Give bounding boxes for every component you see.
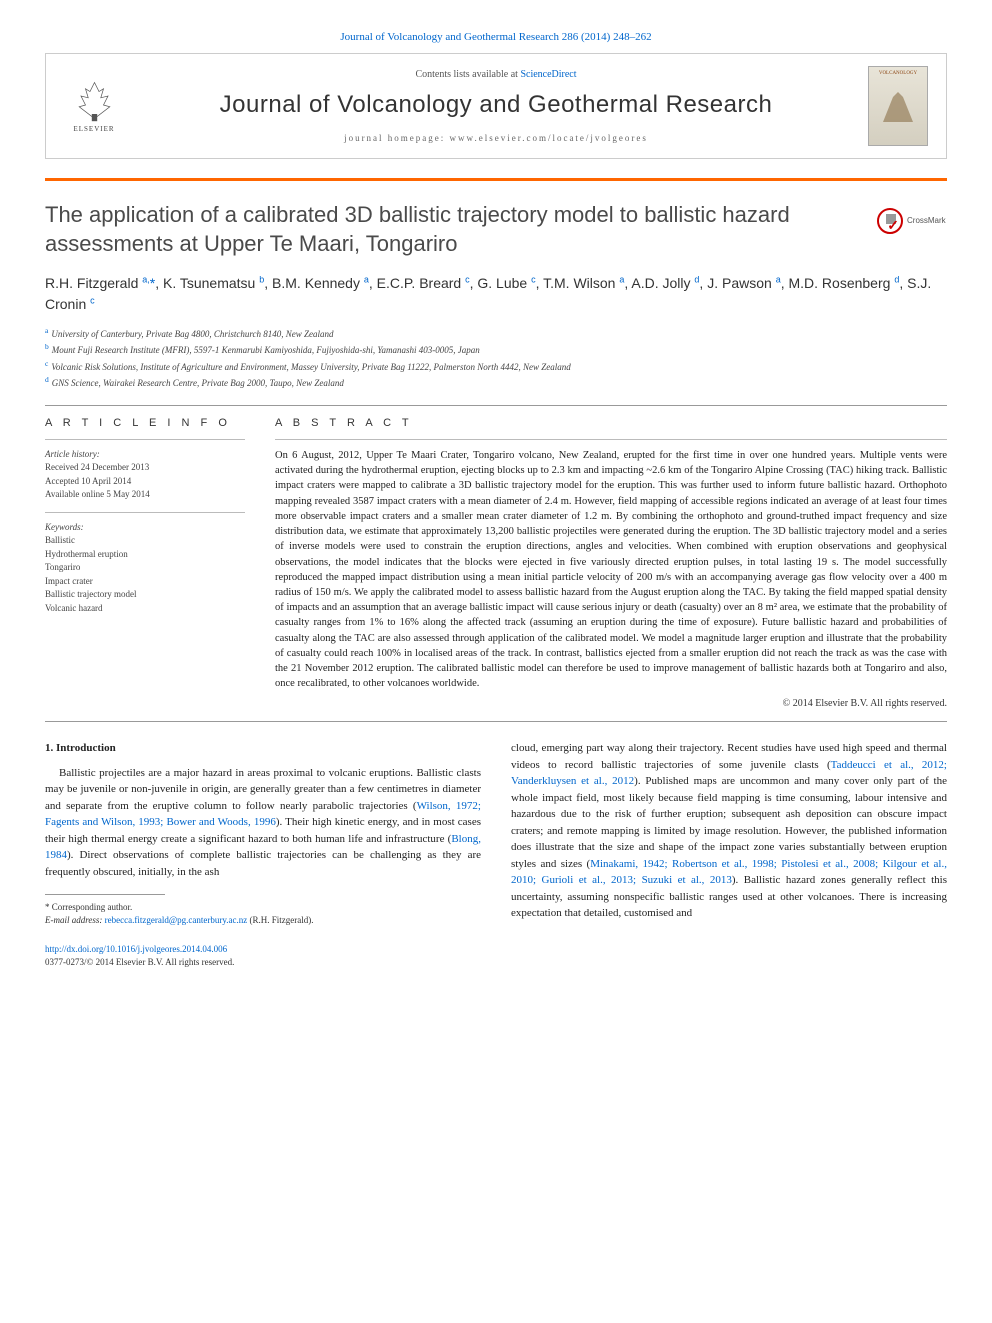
email-line: E-mail address: rebecca.fitzgerald@pg.ca… [45,914,481,927]
corr-author-label: * Corresponding author. [45,901,481,914]
divider [45,405,947,406]
affiliation-item: bMount Fuji Research Institute (MFRI), 5… [45,341,947,358]
keywords-label: Keywords: [45,521,245,535]
info-divider [45,439,245,440]
section-heading: 1. Introduction [45,740,481,757]
history-label: Article history: [45,448,245,462]
footnote-divider [45,894,165,895]
abstract-column: A B S T R A C T On 6 August, 2012, Upper… [275,416,947,712]
orange-accent-bar [45,178,947,181]
email-suffix: (R.H. Fitzgerald). [247,915,313,925]
contents-line: Contents lists available at ScienceDirec… [124,68,868,82]
email-link[interactable]: rebecca.fitzgerald@pg.canterbury.ac.nz [105,915,248,925]
article-title: The application of a calibrated 3D balli… [45,201,947,258]
keyword-item: Hydrothermal eruption [45,548,245,562]
cover-volcano-icon [873,77,923,127]
text-span: Ballistic projectiles are a major hazard… [45,767,481,812]
title-text: The application of a calibrated 3D balli… [45,202,790,256]
divider [45,721,947,722]
elsevier-label: ELSEVIER [73,125,114,135]
affiliation-item: aUniversity of Canterbury, Private Bag 4… [45,325,947,342]
journal-cover-thumbnail: VOLCANOLOGY [868,66,928,146]
keyword-item: Tongariro [45,561,245,575]
body-paragraph: cloud, emerging part way along their tra… [511,740,947,922]
info-divider [45,512,245,513]
journal-name: Journal of Volcanology and Geothermal Re… [124,88,868,122]
affiliation-item: dGNS Science, Wairakei Research Centre, … [45,374,947,391]
header-center: Contents lists available at ScienceDirec… [124,68,868,144]
homepage-prefix: journal homepage: [344,133,449,143]
online-date: Available online 5 May 2014 [45,488,245,502]
email-label: E-mail address: [45,915,105,925]
journal-header-box: ELSEVIER Contents lists available at Sci… [45,53,947,159]
corresponding-author-footnote: * Corresponding author. E-mail address: … [45,901,481,926]
crossmark-icon [877,208,903,234]
text-span: ). Direct observations of complete balli… [45,849,481,878]
body-column-left: 1. Introduction Ballistic projectiles ar… [45,740,481,969]
doi-link[interactable]: http://dx.doi.org/10.1016/j.jvolgeores.2… [45,944,227,954]
info-abstract-row: A R T I C L E I N F O Article history: R… [45,416,947,712]
contents-prefix: Contents lists available at [415,69,520,80]
article-info-heading: A R T I C L E I N F O [45,416,245,431]
citation-header: Journal of Volcanology and Geothermal Re… [45,30,947,45]
homepage-url: www.elsevier.com/locate/jvolgeores [450,133,648,143]
article-history: Article history: Received 24 December 20… [45,448,245,502]
text-span: ). Published maps are uncommon and many … [511,775,947,870]
crossmark-badge[interactable]: CrossMark [877,206,947,236]
cover-label: VOLCANOLOGY [879,70,917,77]
abstract-copyright: © 2014 Elsevier B.V. All rights reserved… [275,697,947,711]
keywords-block: Keywords: BallisticHydrothermal eruption… [45,521,245,616]
issn-line: 0377-0273/© 2014 Elsevier B.V. All right… [45,956,481,970]
body-column-right: cloud, emerging part way along their tra… [511,740,947,969]
authors-list: R.H. Fitzgerald a,*, K. Tsunematsu b, B.… [45,273,947,315]
keyword-item: Volcanic hazard [45,602,245,616]
doi-block: http://dx.doi.org/10.1016/j.jvolgeores.2… [45,943,481,970]
citation-link[interactable]: Journal of Volcanology and Geothermal Re… [340,31,651,43]
body-columns: 1. Introduction Ballistic projectiles ar… [45,740,947,969]
abstract-text: On 6 August, 2012, Upper Te Maari Crater… [275,448,947,692]
journal-homepage: journal homepage: www.elsevier.com/locat… [124,132,868,145]
affiliation-item: cVolcanic Risk Solutions, Institute of A… [45,358,947,375]
keyword-item: Impact crater [45,575,245,589]
keyword-item: Ballistic [45,534,245,548]
body-paragraph: Ballistic projectiles are a major hazard… [45,765,481,881]
keywords-list: BallisticHydrothermal eruptionTongariroI… [45,534,245,615]
sciencedirect-link[interactable]: ScienceDirect [520,69,576,80]
keyword-item: Ballistic trajectory model [45,588,245,602]
abstract-heading: A B S T R A C T [275,416,947,431]
article-info-column: A R T I C L E I N F O Article history: R… [45,416,245,712]
affiliations-list: aUniversity of Canterbury, Private Bag 4… [45,325,947,391]
received-date: Received 24 December 2013 [45,461,245,475]
elsevier-logo: ELSEVIER [64,74,124,139]
crossmark-label: CrossMark [907,216,946,226]
abstract-divider [275,439,947,440]
accepted-date: Accepted 10 April 2014 [45,475,245,489]
elsevier-tree-icon [72,78,117,123]
